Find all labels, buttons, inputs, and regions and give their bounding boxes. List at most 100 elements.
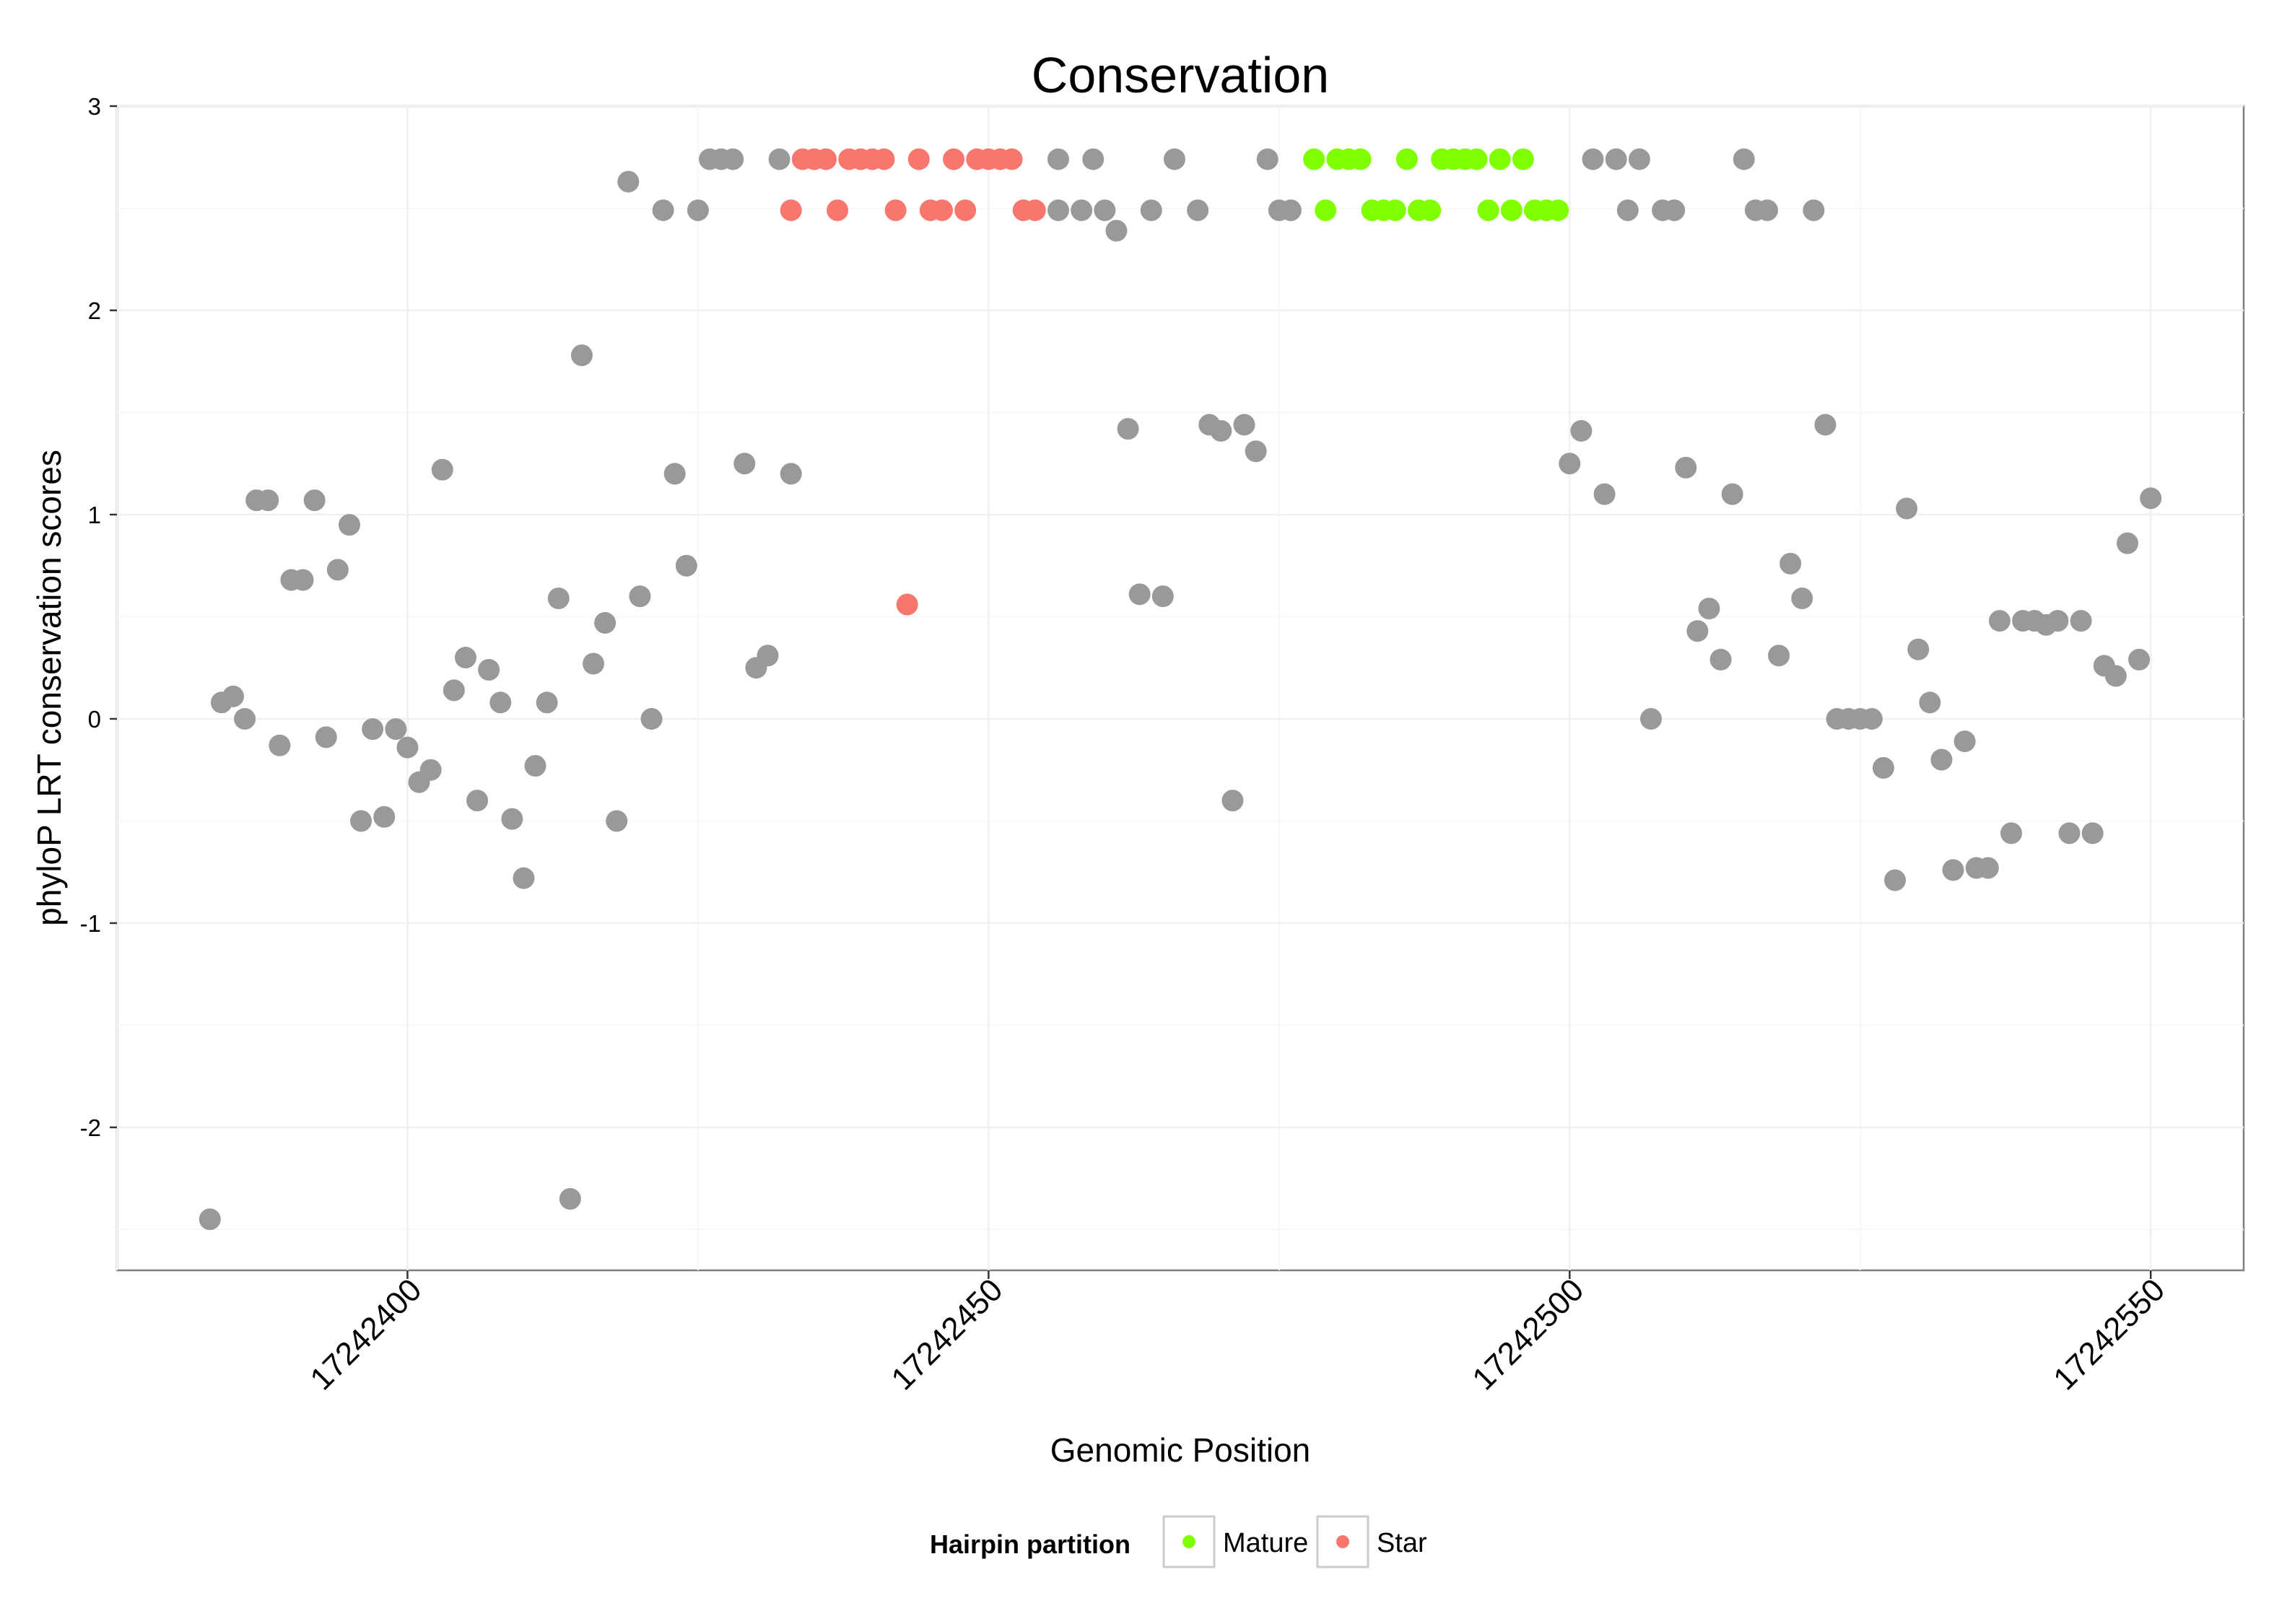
point-mature bbox=[1477, 199, 1499, 222]
point-other bbox=[1768, 645, 1790, 667]
point-star bbox=[884, 199, 907, 222]
point-star bbox=[827, 199, 849, 222]
point-other bbox=[1884, 869, 1907, 891]
point-star bbox=[954, 199, 977, 222]
y-axis-title: phyloP LRT conservation scores bbox=[30, 450, 68, 926]
point-other bbox=[1187, 199, 1209, 222]
minor-gridlines bbox=[116, 106, 2244, 1270]
point-other bbox=[1221, 790, 1244, 812]
x-axis-title: Genomic Position bbox=[1050, 1431, 1311, 1469]
point-other bbox=[1094, 199, 1116, 222]
point-star bbox=[815, 148, 837, 170]
point-other bbox=[303, 489, 326, 512]
point-other bbox=[466, 790, 489, 812]
point-star bbox=[896, 593, 918, 616]
point-other bbox=[292, 569, 314, 591]
y-tick-label: -2 bbox=[80, 1114, 101, 1141]
point-other bbox=[1128, 583, 1151, 606]
point-other bbox=[396, 736, 419, 759]
point-other bbox=[1105, 219, 1128, 242]
y-tick-label: 3 bbox=[88, 93, 101, 120]
point-other bbox=[1988, 610, 2011, 632]
point-other bbox=[222, 685, 244, 707]
point-other bbox=[2140, 487, 2162, 510]
point-other bbox=[1686, 620, 1709, 642]
point-other bbox=[454, 647, 476, 669]
point-other bbox=[1872, 756, 1894, 779]
legend-title: Hairpin partition bbox=[930, 1529, 1131, 1559]
point-other bbox=[1639, 707, 1662, 730]
point-other bbox=[594, 611, 617, 634]
point-other bbox=[2117, 532, 2139, 554]
legend-swatch-star bbox=[1336, 1535, 1349, 1548]
point-other bbox=[1047, 199, 1069, 222]
point-other bbox=[1803, 199, 1825, 222]
point-other bbox=[385, 718, 407, 741]
x-tick-label: 17242450 bbox=[884, 1272, 1009, 1397]
point-mature bbox=[1489, 148, 1511, 170]
point-other bbox=[780, 463, 802, 485]
point-other bbox=[315, 726, 337, 748]
chart-title: Conservation bbox=[1032, 47, 1329, 103]
point-other bbox=[1071, 199, 1093, 222]
x-tick-label: 17242400 bbox=[303, 1272, 428, 1397]
point-other bbox=[1907, 638, 1930, 660]
point-other bbox=[583, 652, 605, 675]
point-other bbox=[443, 679, 465, 702]
point-mature bbox=[1303, 148, 1325, 170]
point-other bbox=[362, 718, 384, 741]
point-other bbox=[524, 755, 546, 777]
point-other bbox=[1582, 148, 1604, 170]
point-other bbox=[1163, 148, 1185, 170]
point-other bbox=[1756, 199, 1778, 222]
y-tick-label: 1 bbox=[88, 502, 101, 528]
point-other bbox=[1082, 148, 1105, 170]
point-other bbox=[757, 645, 779, 667]
point-other bbox=[722, 148, 744, 170]
point-mature bbox=[1419, 199, 1442, 222]
point-other bbox=[2000, 822, 2023, 844]
legend: Hairpin partition Mature Star bbox=[930, 1515, 1427, 1568]
point-other bbox=[687, 199, 709, 222]
point-other bbox=[640, 707, 663, 730]
point-other bbox=[675, 554, 697, 577]
point-other bbox=[768, 148, 790, 170]
point-other bbox=[199, 1208, 221, 1231]
point-other bbox=[1559, 453, 1581, 475]
point-star bbox=[780, 199, 802, 222]
point-other bbox=[1919, 691, 1941, 714]
legend-label-mature: Mature bbox=[1223, 1528, 1308, 1558]
point-other bbox=[431, 458, 453, 481]
point-other bbox=[1953, 730, 1976, 753]
legend-swatch-mature bbox=[1182, 1535, 1195, 1548]
y-tick-label: 2 bbox=[88, 297, 101, 324]
point-other bbox=[1930, 748, 1953, 771]
point-other bbox=[2047, 610, 2069, 632]
point-other bbox=[1256, 148, 1278, 170]
point-star bbox=[1024, 199, 1046, 222]
point-other bbox=[1151, 585, 1174, 608]
point-other bbox=[1233, 414, 1255, 436]
point-mature bbox=[1315, 199, 1337, 222]
point-other bbox=[1814, 414, 1837, 436]
point-other bbox=[489, 691, 512, 714]
point-other bbox=[2081, 822, 2104, 844]
point-other bbox=[350, 810, 373, 832]
point-other bbox=[1721, 483, 1743, 505]
point-other bbox=[1279, 199, 1302, 222]
point-other bbox=[1977, 857, 1999, 879]
point-other bbox=[559, 1187, 581, 1210]
point-other bbox=[1245, 440, 1267, 463]
point-other bbox=[1733, 148, 1755, 170]
point-other bbox=[234, 707, 256, 730]
point-other bbox=[663, 463, 686, 485]
point-other bbox=[257, 489, 279, 512]
point-other bbox=[1860, 707, 1883, 730]
point-other bbox=[478, 659, 500, 681]
point-other bbox=[326, 559, 349, 581]
point-other bbox=[1942, 859, 1964, 881]
point-other bbox=[373, 806, 396, 828]
legend-label-star: Star bbox=[1377, 1528, 1427, 1558]
y-tick-label: 0 bbox=[88, 706, 101, 733]
x-axis-ticks: 17242400 17242450 17242500 17242550 bbox=[303, 1270, 2171, 1397]
